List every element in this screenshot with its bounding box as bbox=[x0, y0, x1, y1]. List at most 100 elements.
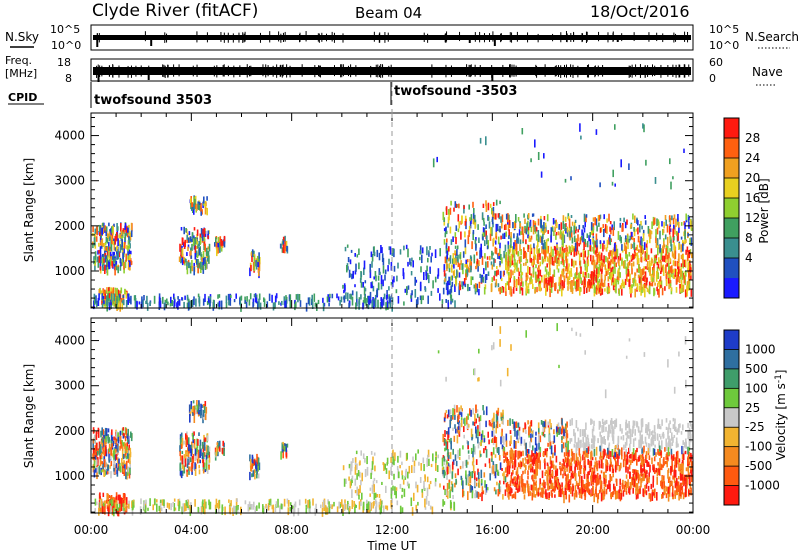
power-point bbox=[158, 301, 161, 310]
power-point bbox=[556, 244, 558, 249]
power-point bbox=[169, 303, 172, 307]
velocity-point bbox=[130, 431, 132, 438]
power-point bbox=[505, 261, 507, 271]
velocity-point bbox=[333, 501, 335, 507]
power-point bbox=[522, 233, 525, 242]
velocity-point bbox=[361, 472, 363, 482]
power-point bbox=[120, 230, 123, 236]
power-point bbox=[544, 250, 546, 259]
velocity-point bbox=[379, 507, 382, 515]
power-point bbox=[682, 257, 684, 265]
velocity-point bbox=[122, 468, 125, 473]
power-point bbox=[450, 294, 453, 301]
power-point bbox=[656, 271, 658, 279]
velocity-point bbox=[673, 469, 675, 478]
power-point bbox=[138, 301, 141, 305]
power-point bbox=[425, 271, 428, 281]
power-point bbox=[445, 282, 448, 290]
power-point bbox=[580, 266, 582, 274]
power-point bbox=[595, 218, 598, 226]
velocity-point bbox=[283, 498, 286, 507]
power-point bbox=[516, 233, 519, 241]
power-point bbox=[473, 284, 476, 289]
velocity-point bbox=[397, 455, 399, 463]
velocity-point bbox=[477, 472, 480, 480]
power-point bbox=[145, 300, 147, 304]
velocity-point bbox=[598, 489, 601, 494]
power-point bbox=[289, 301, 292, 308]
power-point bbox=[295, 294, 298, 300]
velocity-point bbox=[444, 488, 446, 495]
velocity-point bbox=[196, 404, 199, 410]
velocity-point bbox=[616, 462, 618, 471]
velocity-point bbox=[462, 461, 464, 469]
power-point bbox=[688, 221, 690, 229]
velocity-point bbox=[658, 451, 660, 456]
power-point bbox=[284, 246, 286, 254]
velocity-point bbox=[125, 460, 128, 470]
power-point bbox=[348, 269, 351, 278]
power-point bbox=[480, 274, 483, 283]
velocity-point bbox=[218, 440, 221, 449]
power-point bbox=[653, 217, 656, 225]
velocity-point bbox=[663, 481, 665, 490]
velocity-point bbox=[492, 465, 494, 474]
power-point bbox=[638, 285, 641, 292]
velocity-point bbox=[351, 489, 353, 498]
power-point bbox=[690, 237, 693, 246]
power-point bbox=[95, 300, 98, 308]
velocity-point bbox=[343, 502, 346, 511]
power-point bbox=[215, 241, 218, 248]
power-point bbox=[673, 214, 676, 220]
power-point bbox=[608, 252, 610, 257]
velocity-point bbox=[104, 438, 106, 446]
power-point bbox=[545, 277, 547, 284]
velocity-point bbox=[255, 464, 258, 472]
power-point bbox=[663, 255, 666, 263]
velocity-point bbox=[107, 434, 110, 444]
power-point bbox=[445, 227, 447, 233]
power-point bbox=[339, 300, 341, 306]
power-point bbox=[497, 283, 500, 288]
velocity-point bbox=[496, 469, 499, 476]
velocity-point bbox=[355, 450, 358, 455]
power-point bbox=[553, 269, 556, 277]
power-point bbox=[505, 223, 507, 230]
power-point bbox=[141, 296, 143, 305]
velocity-point bbox=[604, 449, 606, 456]
power-point bbox=[562, 234, 565, 243]
power-point bbox=[244, 300, 247, 304]
velocity-point bbox=[452, 448, 454, 455]
power-point bbox=[628, 260, 631, 266]
power-point bbox=[370, 282, 372, 289]
power-point bbox=[617, 268, 620, 272]
power-point bbox=[183, 226, 185, 235]
velocity-point bbox=[251, 473, 253, 478]
velocity-point bbox=[623, 484, 626, 489]
power-point bbox=[188, 231, 191, 236]
power-point bbox=[465, 269, 467, 278]
velocity-point bbox=[393, 459, 395, 466]
power-point bbox=[473, 254, 476, 264]
velocity-point bbox=[215, 498, 218, 507]
power-point bbox=[125, 300, 128, 308]
power-point bbox=[674, 260, 676, 267]
velocity-point bbox=[113, 454, 115, 461]
power-point bbox=[410, 271, 413, 276]
power-point bbox=[478, 281, 481, 289]
power-point bbox=[626, 254, 629, 262]
power-point bbox=[119, 265, 122, 271]
colorbar-tick-label: 4 bbox=[745, 251, 753, 265]
power-point bbox=[208, 255, 210, 264]
power-point bbox=[117, 266, 119, 274]
velocity-point bbox=[490, 451, 493, 456]
velocity-point bbox=[477, 444, 480, 449]
power-point bbox=[623, 260, 625, 269]
power-point bbox=[653, 267, 655, 276]
power-point bbox=[568, 263, 570, 267]
power-point bbox=[185, 258, 187, 263]
power-point bbox=[534, 271, 537, 280]
power-point bbox=[600, 227, 603, 232]
power-point bbox=[362, 302, 364, 310]
power-point bbox=[596, 253, 599, 259]
